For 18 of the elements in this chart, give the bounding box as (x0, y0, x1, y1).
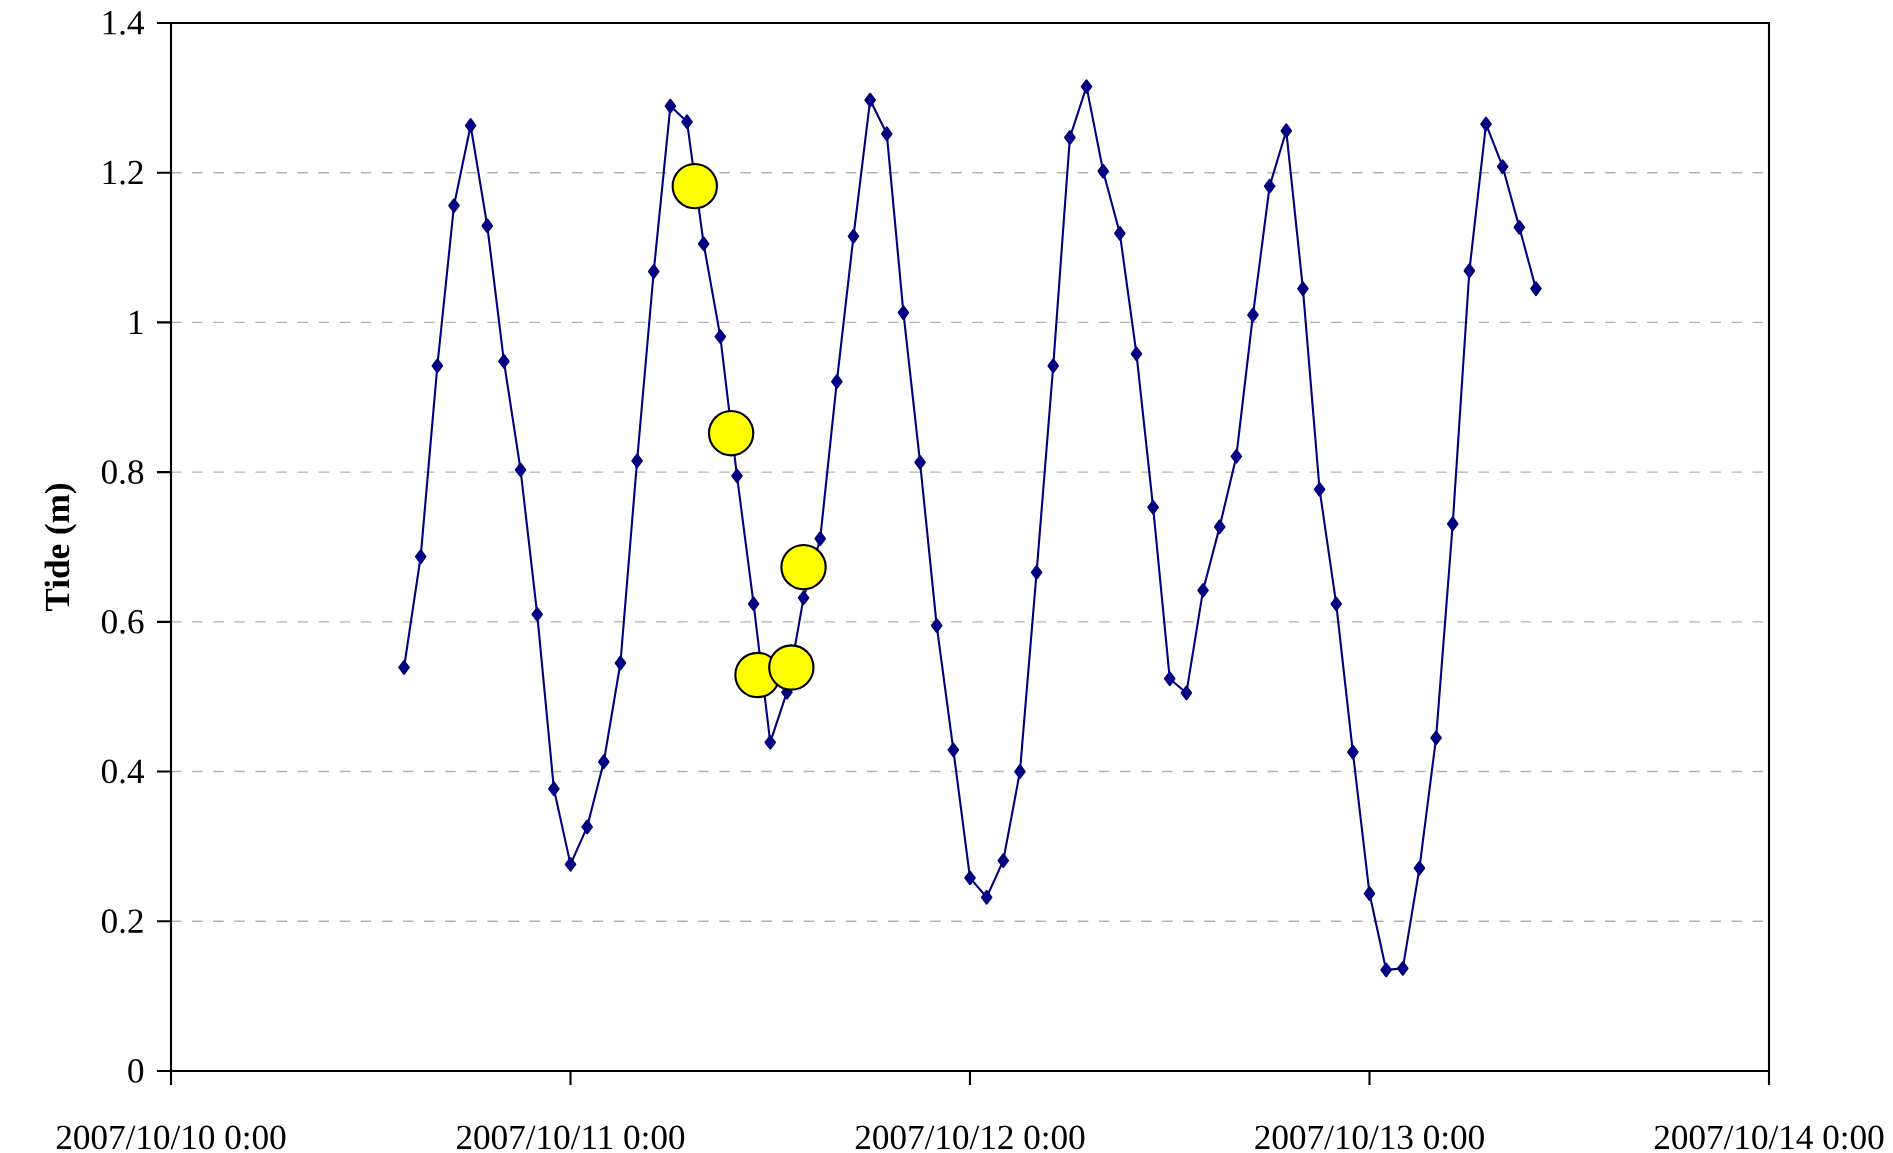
y-tick-label: 1.2 (103, 160, 143, 185)
x-tick-label: 2007/10/10 0:00 (56, 1125, 286, 1150)
y-tick-label: 0.6 (101, 609, 144, 634)
y-tick-label: 1.4 (103, 11, 144, 35)
point (671, 162, 718, 210)
y-axis-title: Tide (m) (44, 483, 77, 612)
y-tick-label: 0 (128, 1059, 144, 1083)
x-tick-label: 2007/10/12 0:00 (855, 1125, 1085, 1150)
x-tick-label: 2007/10/14 0:00 (1654, 1125, 1884, 1150)
y-tick-label: 1 (130, 310, 143, 335)
point (707, 410, 755, 457)
x-tick-label: 2007/10/11 0:00 (457, 1125, 685, 1150)
y-tick-label: 0.2 (101, 909, 143, 934)
x-tick-label: 2007/10/13 0:00 (1255, 1125, 1484, 1150)
point (768, 644, 815, 691)
y-tick-label: 0.4 (101, 759, 144, 784)
y-tick-label: 0.8 (101, 460, 144, 485)
point (780, 544, 827, 591)
